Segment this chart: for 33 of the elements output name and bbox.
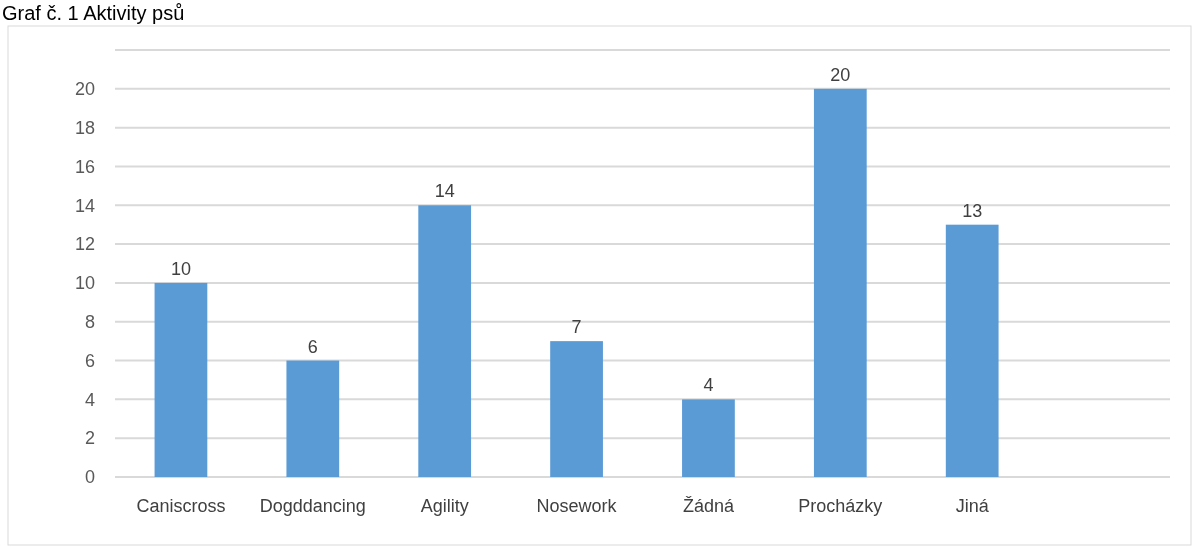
bar — [682, 399, 735, 477]
data-label: 7 — [571, 317, 582, 338]
y-tick-label: 16 — [74, 156, 95, 177]
data-label: 14 — [434, 181, 455, 202]
y-tick-label: 4 — [84, 389, 95, 410]
y-tick-label: 2 — [84, 428, 95, 449]
y-tick-label: 8 — [84, 312, 95, 333]
data-label: 10 — [170, 258, 191, 279]
bar — [418, 205, 472, 477]
bar — [550, 341, 603, 477]
data-label: 6 — [307, 336, 318, 357]
x-tick-label: Caniscross — [136, 496, 226, 516]
y-tick-label: 10 — [74, 273, 95, 294]
data-label: 4 — [703, 375, 714, 396]
y-tick-label: 18 — [74, 117, 95, 138]
y-tick-label: 12 — [74, 234, 95, 255]
x-tick-label: Dogddancing — [259, 496, 366, 516]
x-tick-label: Agility — [420, 496, 469, 516]
chart-title: Graf č. 1 Aktivity psů — [2, 2, 185, 24]
x-tick-label: Procházky — [798, 496, 883, 516]
x-tick-label: Jiná — [955, 496, 990, 516]
data-label: 20 — [830, 64, 851, 85]
data-label: 13 — [962, 200, 983, 221]
bar — [945, 224, 999, 477]
bar — [154, 282, 208, 477]
y-tick-label: 0 — [84, 467, 95, 488]
x-tick-label: Žádná — [682, 496, 735, 516]
y-tick-label: 20 — [74, 79, 95, 100]
y-tick-label: 14 — [74, 195, 95, 216]
bar — [286, 360, 340, 477]
y-tick-label: 6 — [84, 350, 95, 371]
x-tick-label: Nosework — [536, 496, 618, 516]
bar — [813, 88, 867, 477]
